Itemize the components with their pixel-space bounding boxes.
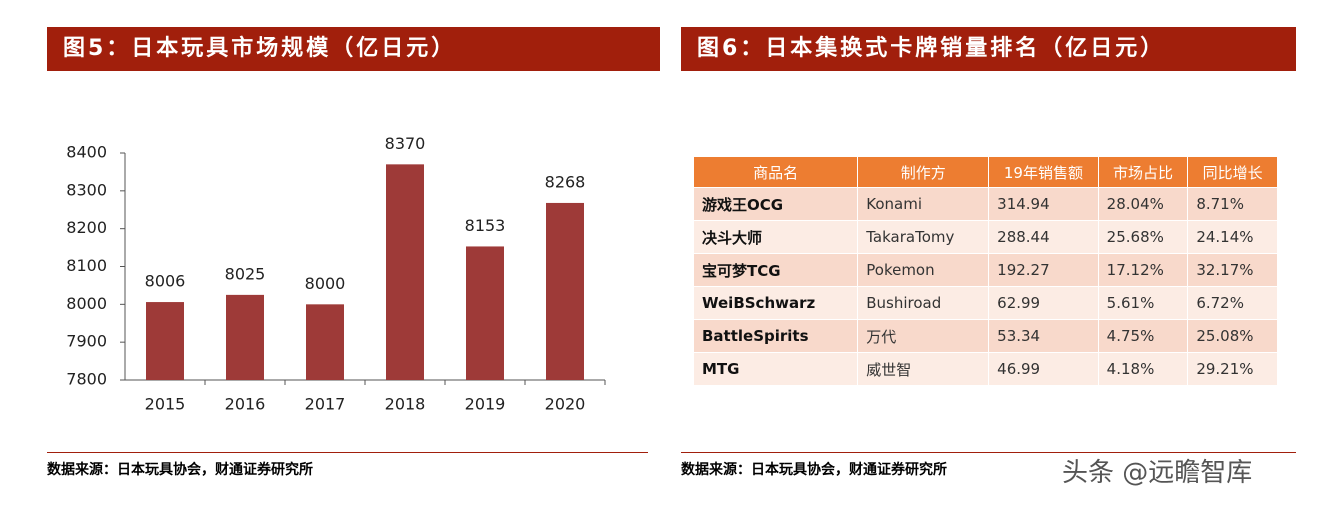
bar <box>306 304 344 380</box>
table-cell: 6.72% <box>1187 286 1278 320</box>
bar <box>226 294 264 380</box>
table-cell: TakaraTomy <box>857 220 990 254</box>
header-row: 商品名 制作方 19年销售额 市场占比 同比增长 <box>694 157 1278 188</box>
x-tick-label: 2015 <box>145 395 186 414</box>
table-cell: Pokemon <box>857 253 990 287</box>
y-tick-label: 8300 <box>66 180 107 199</box>
table-cell: 25.68% <box>1098 220 1189 254</box>
x-tick-label: 2019 <box>465 395 506 414</box>
table-row: BattleSpirits 万代 53.34 4.75% 25.08% <box>694 319 1278 353</box>
table-cell: 8.71% <box>1187 187 1278 221</box>
table-cell: Konami <box>857 187 990 221</box>
bar <box>546 202 584 380</box>
column-header: 19年销售额 <box>988 157 1099 188</box>
table-row: 决斗大师 TakaraTomy 288.44 25.68% 24.14% <box>694 220 1278 254</box>
value-label: 8268 <box>545 172 586 191</box>
x-tick-label: 2018 <box>385 395 426 414</box>
y-tick-label: 8000 <box>66 294 107 313</box>
table-cell: 5.61% <box>1098 286 1189 320</box>
bar <box>146 302 184 380</box>
table-row: WeiBSchwarz Bushiroad 62.99 5.61% 6.72% <box>694 286 1278 320</box>
table-cell: WeiBSchwarz <box>694 286 859 320</box>
column-header: 商品名 <box>694 157 859 188</box>
table-cell: 24.14% <box>1187 220 1278 254</box>
table-cell: 62.99 <box>988 286 1099 320</box>
chart: 7800 7900 8000 8100 8200 8300 8400 2015 8006 2016… <box>66 134 606 414</box>
value-label: 8006 <box>145 272 186 291</box>
table-cell: 28.04% <box>1098 187 1189 221</box>
value-label: 8025 <box>225 264 266 283</box>
table-cell: 288.44 <box>988 220 1099 254</box>
source: 数据来源：日本玩具协会，财通证券研究所 <box>47 452 648 479</box>
y-tick-label: 7900 <box>66 332 107 351</box>
bar <box>466 246 504 380</box>
table-cell: Bushiroad <box>857 286 990 320</box>
column-header: 制作方 <box>857 157 990 188</box>
table-cell: MTG <box>694 352 859 385</box>
table-title: 图6：日本集换式卡牌销量排名（亿日元） <box>681 27 1296 71</box>
table-row: 宝可梦TCG Pokemon 192.27 17.12% 32.17% <box>694 253 1278 287</box>
table-cell: 314.94 <box>988 187 1099 221</box>
watermark: 头条 @远瞻智库 <box>1062 458 1253 488</box>
table-cell: 46.99 <box>988 352 1099 385</box>
table: 商品名 制作方 19年销售额 市场占比 同比增长 游戏王OCG Konami 314.94 28… <box>694 157 1278 385</box>
table-cell: 决斗大师 <box>694 220 859 254</box>
bar <box>386 164 424 380</box>
table-cell: 53.34 <box>988 319 1099 353</box>
chart-title: 图5：日本玩具市场规模（亿日元） <box>47 27 660 71</box>
y-tick-label: 7800 <box>66 370 107 389</box>
table-cell: 29.21% <box>1187 352 1278 385</box>
table-cell: 192.27 <box>988 253 1099 287</box>
table-cell: BattleSpirits <box>694 319 859 353</box>
table-cell: 17.12% <box>1098 253 1189 287</box>
value-label: 8370 <box>385 134 426 153</box>
value-label: 8153 <box>465 216 506 235</box>
column-header: 同比增长 <box>1187 157 1278 188</box>
table-cell: 万代 <box>857 319 990 353</box>
table-cell: 4.75% <box>1098 319 1189 353</box>
y-tick-label: 8100 <box>66 256 107 275</box>
table-cell: 4.18% <box>1098 352 1189 385</box>
source: 数据来源：日本玩具协会，财通证券研究所 <box>681 452 1296 479</box>
y-tick-label: 8200 <box>66 218 107 237</box>
x-tick-label: 2016 <box>225 395 266 414</box>
table-row: 游戏王OCG Konami 314.94 28.04% 8.71% <box>694 187 1278 221</box>
table-row: MTG 威世智 46.99 4.18% 29.21% <box>694 352 1278 385</box>
x-tick-label: 2020 <box>545 395 586 414</box>
column-header: 市场占比 <box>1098 157 1189 188</box>
table-cell: 游戏王OCG <box>694 187 859 221</box>
table-cell: 25.08% <box>1187 319 1278 353</box>
value-label: 8000 <box>305 274 346 293</box>
table-cell: 32.17% <box>1187 253 1278 287</box>
table-cell: 宝可梦TCG <box>694 253 859 287</box>
table-cell: 威世智 <box>857 352 990 385</box>
y-tick-label: 8400 <box>66 143 107 162</box>
x-tick-label: 2017 <box>305 395 346 414</box>
